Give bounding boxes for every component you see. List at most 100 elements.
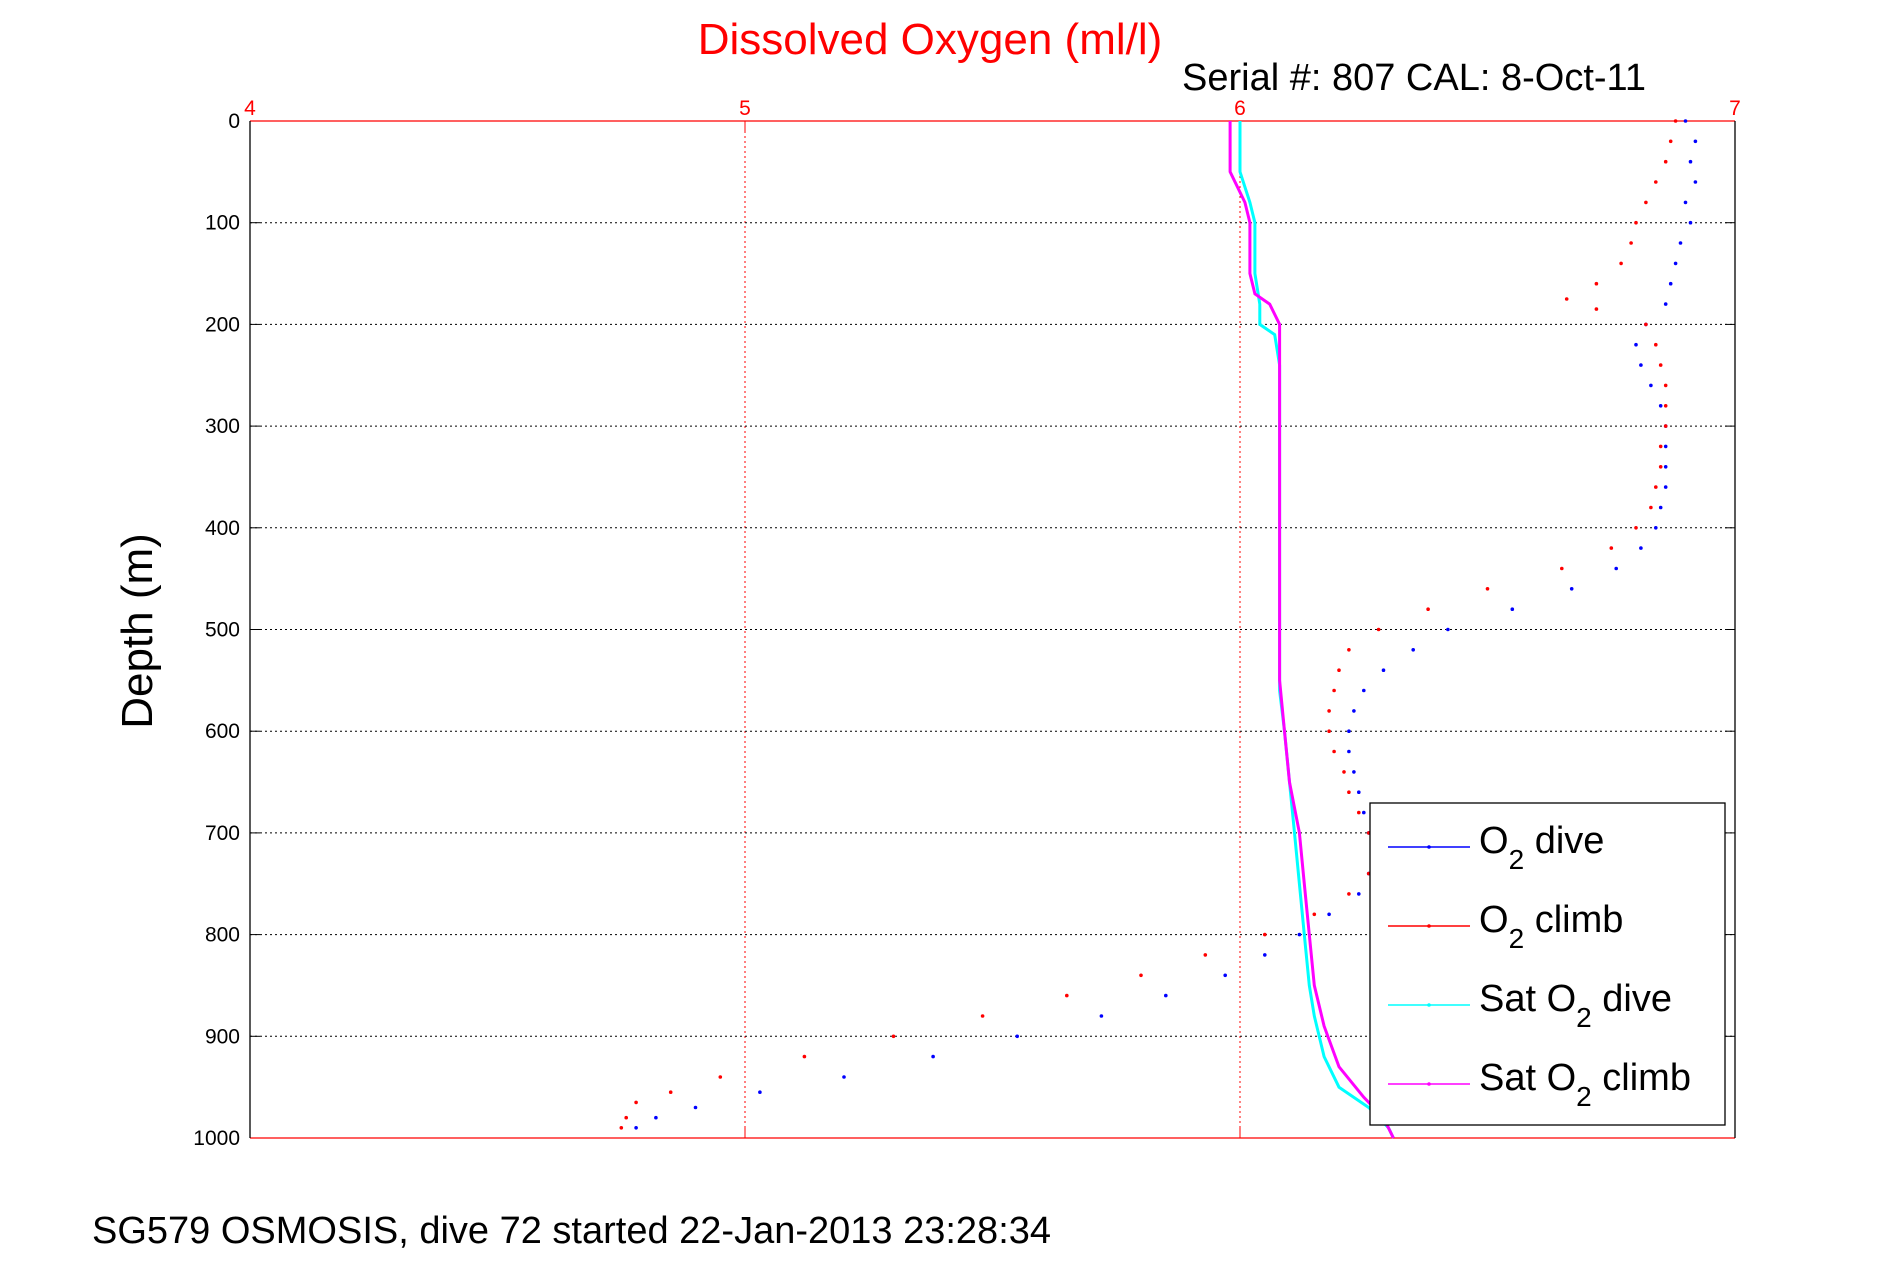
data-point bbox=[1347, 892, 1351, 896]
data-point bbox=[1634, 342, 1638, 347]
data-point bbox=[1426, 607, 1430, 611]
data-point bbox=[1668, 139, 1673, 144]
data-point bbox=[1663, 424, 1668, 428]
legend-marker bbox=[1427, 845, 1431, 849]
data-point bbox=[1337, 668, 1341, 672]
data-point bbox=[1644, 322, 1648, 327]
data-point bbox=[1644, 200, 1648, 205]
data-point bbox=[1263, 932, 1267, 937]
data-point bbox=[842, 1075, 846, 1079]
legend-label: O2 climb bbox=[1479, 899, 1623, 954]
data-point bbox=[1668, 281, 1673, 286]
data-point bbox=[1634, 526, 1638, 530]
data-point bbox=[1654, 180, 1658, 184]
data-point bbox=[1347, 729, 1351, 733]
data-point bbox=[1639, 363, 1643, 367]
data-point bbox=[1658, 363, 1663, 367]
data-point bbox=[1658, 404, 1663, 408]
data-point bbox=[1629, 241, 1633, 245]
data-point bbox=[1327, 729, 1331, 733]
data-point bbox=[1357, 892, 1361, 896]
data-point bbox=[1654, 342, 1658, 347]
data-point bbox=[1663, 383, 1668, 388]
legend-marker bbox=[1427, 1082, 1431, 1086]
series-1 bbox=[619, 119, 1678, 1130]
data-point bbox=[624, 1115, 628, 1120]
data-point bbox=[1352, 770, 1356, 774]
footer-text: SG579 OSMOSIS, dive 72 started 22-Jan-20… bbox=[92, 1210, 1052, 1252]
chart-subtitle: Serial #: 807 CAL: 8-Oct-11 bbox=[1182, 57, 1646, 99]
chart-title: Dissolved Oxygen (ml/l) bbox=[698, 15, 1163, 64]
data-point bbox=[1411, 648, 1415, 652]
x-tick-label: 6 bbox=[1234, 97, 1246, 120]
data-point bbox=[1352, 709, 1356, 713]
data-point bbox=[1693, 180, 1698, 184]
y-tick-label: 900 bbox=[205, 1025, 240, 1048]
data-point bbox=[1139, 973, 1143, 978]
data-point bbox=[891, 1034, 896, 1039]
data-point bbox=[634, 1126, 638, 1130]
data-point bbox=[1297, 932, 1302, 937]
legend: O2 dive O2 climb Sat O2 dive Sat O2 climb bbox=[1369, 802, 1726, 1126]
data-point bbox=[718, 1075, 723, 1079]
series-0 bbox=[634, 119, 1698, 1130]
data-point bbox=[1673, 261, 1678, 266]
data-point bbox=[634, 1100, 638, 1105]
data-point bbox=[1357, 790, 1361, 794]
data-point bbox=[1594, 307, 1599, 311]
data-point bbox=[693, 1105, 698, 1110]
data-point bbox=[802, 1054, 807, 1059]
data-point bbox=[1688, 220, 1693, 225]
data-point bbox=[1485, 587, 1490, 591]
x-tick-label: 7 bbox=[1729, 97, 1741, 120]
data-point bbox=[1342, 770, 1346, 774]
data-point bbox=[1634, 220, 1638, 225]
series-layer bbox=[619, 119, 1698, 1139]
data-point bbox=[1569, 587, 1574, 591]
data-point bbox=[1654, 526, 1658, 530]
data-point bbox=[1223, 973, 1227, 978]
data-point bbox=[931, 1054, 935, 1059]
y-tick-label: 100 bbox=[205, 212, 240, 235]
data-point bbox=[1663, 444, 1668, 449]
data-point bbox=[1203, 953, 1208, 957]
data-point bbox=[1332, 749, 1336, 754]
data-point bbox=[1663, 302, 1668, 306]
axes: 4 5 6 7 0 100 200 300 400 500 600 700 800 900 1000 bbox=[193, 97, 1741, 1150]
data-point bbox=[1673, 119, 1678, 123]
data-point bbox=[1347, 648, 1351, 652]
data-point bbox=[1362, 688, 1366, 693]
data-point bbox=[1376, 627, 1381, 632]
data-point bbox=[1347, 790, 1351, 794]
data-point bbox=[1357, 810, 1361, 815]
legend-label: O2 dive bbox=[1479, 820, 1604, 875]
data-point bbox=[758, 1090, 762, 1094]
y-tick-label: 500 bbox=[205, 619, 240, 642]
data-point bbox=[980, 1014, 985, 1018]
data-point bbox=[1658, 505, 1663, 510]
data-point bbox=[1658, 444, 1663, 449]
data-point bbox=[1609, 546, 1614, 550]
data-point bbox=[1658, 465, 1663, 469]
data-point bbox=[1678, 241, 1683, 245]
y-tick-label: 700 bbox=[205, 822, 240, 845]
y-tick-label: 200 bbox=[205, 313, 240, 336]
x-tick-label: 5 bbox=[739, 97, 751, 120]
y-tick-label: 1000 bbox=[193, 1127, 240, 1150]
data-point bbox=[1164, 993, 1168, 998]
data-point bbox=[1649, 383, 1653, 388]
data-point bbox=[1510, 607, 1515, 611]
data-point bbox=[1099, 1014, 1104, 1018]
data-point bbox=[1312, 912, 1317, 917]
data-point bbox=[1614, 566, 1618, 571]
y-tick-label: 400 bbox=[205, 517, 240, 540]
data-point bbox=[1663, 465, 1668, 469]
data-point bbox=[1654, 485, 1658, 489]
legend-marker bbox=[1427, 1003, 1431, 1007]
data-point bbox=[1683, 200, 1688, 205]
legend-marker bbox=[1427, 924, 1431, 928]
data-point bbox=[1560, 566, 1564, 571]
data-point bbox=[1564, 297, 1569, 301]
y-axis-label: Depth (m) bbox=[113, 533, 162, 729]
data-point bbox=[1327, 912, 1331, 917]
